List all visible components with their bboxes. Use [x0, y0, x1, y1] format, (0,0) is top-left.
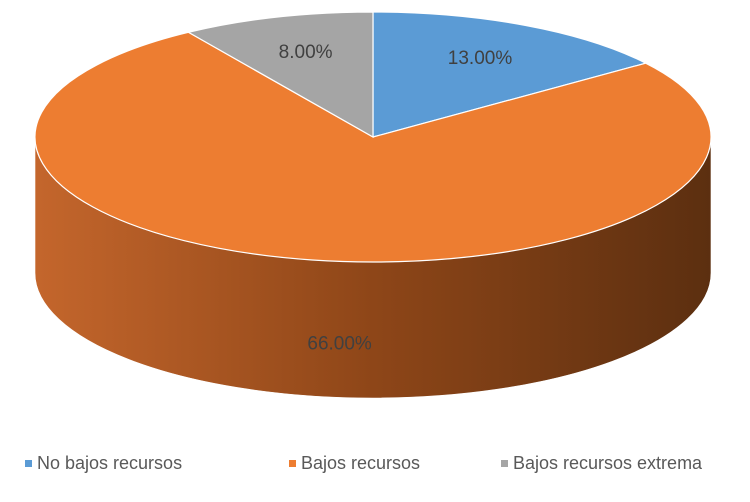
data-label: 13.00% — [448, 48, 513, 69]
legend-marker — [501, 460, 508, 467]
legend-marker — [289, 460, 296, 467]
pie-slice — [34, 31, 712, 263]
legend-label: Bajos recursos — [301, 453, 420, 473]
pie-slice — [186, 11, 374, 139]
data-label: 66.00% — [307, 334, 372, 355]
data-label: 8.00% — [279, 42, 333, 63]
legend-marker — [25, 460, 32, 467]
legend-label: Bajos recursos extrema — [513, 453, 703, 473]
pie-slice — [372, 11, 648, 138]
legend-label: No bajos recursos — [37, 453, 182, 473]
